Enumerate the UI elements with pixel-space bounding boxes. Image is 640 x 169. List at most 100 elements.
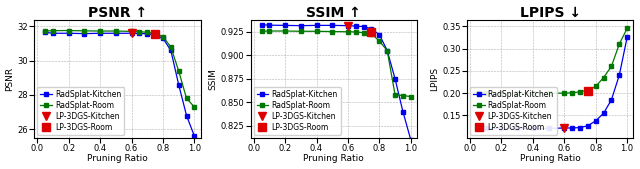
Title: SSIM ↑: SSIM ↑ xyxy=(307,6,361,20)
RadSplat-Room xyxy=(529,92,537,94)
RadSplat-Kitchen xyxy=(482,127,490,129)
RadSplat-Room xyxy=(136,31,143,33)
RadSplat-Kitchen xyxy=(128,32,136,34)
RadSplat-Room xyxy=(391,94,399,96)
RadSplat-Kitchen xyxy=(616,74,623,76)
RadSplat-Kitchen xyxy=(136,32,143,34)
RadSplat-Room xyxy=(258,30,266,32)
RadSplat-Kitchen xyxy=(529,127,537,129)
RadSplat-Kitchen xyxy=(513,127,521,129)
RadSplat-Kitchen xyxy=(576,127,584,129)
Y-axis label: LPIPS: LPIPS xyxy=(431,67,440,91)
Line: RadSplat-Room: RadSplat-Room xyxy=(260,29,413,99)
RadSplat-Kitchen xyxy=(159,37,167,39)
RadSplat-Room xyxy=(474,92,482,94)
RadSplat-Room xyxy=(344,31,352,33)
RadSplat-Room xyxy=(545,92,552,94)
RadSplat-Kitchen xyxy=(367,28,375,30)
RadSplat-Kitchen xyxy=(584,125,592,127)
RadSplat-Kitchen xyxy=(97,32,104,34)
X-axis label: Pruning Ratio: Pruning Ratio xyxy=(520,154,580,163)
RadSplat-Room xyxy=(191,106,198,108)
RadSplat-Kitchen xyxy=(545,127,552,129)
RadSplat-Kitchen xyxy=(607,99,615,101)
RadSplat-Kitchen xyxy=(344,25,352,27)
RadSplat-Kitchen xyxy=(313,24,321,26)
RadSplat-Room xyxy=(42,30,49,32)
X-axis label: Pruning Ratio: Pruning Ratio xyxy=(303,154,364,163)
Legend: RadSplat-Kitchen, RadSplat-Room, LP-3DGS-Kitchen, LP-3DGS-Room: RadSplat-Kitchen, RadSplat-Room, LP-3DGS… xyxy=(37,87,124,135)
RadSplat-Room xyxy=(616,43,623,45)
RadSplat-Room xyxy=(367,33,375,35)
RadSplat-Kitchen xyxy=(182,115,190,117)
RadSplat-Kitchen xyxy=(383,50,391,52)
RadSplat-Kitchen xyxy=(297,25,305,27)
RadSplat-Room xyxy=(266,30,273,32)
RadSplat-Room xyxy=(281,30,289,32)
Line: RadSplat-Kitchen: RadSplat-Kitchen xyxy=(476,35,629,130)
RadSplat-Kitchen xyxy=(258,24,266,26)
RadSplat-Room xyxy=(112,30,120,32)
Title: LPIPS ↓: LPIPS ↓ xyxy=(520,6,580,20)
RadSplat-Kitchen xyxy=(623,36,631,38)
Line: RadSplat-Room: RadSplat-Room xyxy=(44,29,196,109)
X-axis label: Pruning Ratio: Pruning Ratio xyxy=(87,154,148,163)
RadSplat-Kitchen xyxy=(175,84,182,86)
RadSplat-Kitchen xyxy=(112,32,120,34)
RadSplat-Kitchen xyxy=(568,127,576,129)
Legend: RadSplat-Kitchen, RadSplat-Room, LP-3DGS-Kitchen, LP-3DGS-Room: RadSplat-Kitchen, RadSplat-Room, LP-3DGS… xyxy=(253,87,340,135)
Legend: RadSplat-Kitchen, RadSplat-Room, LP-3DGS-Kitchen, LP-3DGS-Room: RadSplat-Kitchen, RadSplat-Room, LP-3DGS… xyxy=(470,87,557,135)
Title: PSNR ↑: PSNR ↑ xyxy=(88,6,147,20)
RadSplat-Kitchen xyxy=(151,34,159,36)
RadSplat-Kitchen xyxy=(167,49,175,51)
RadSplat-Kitchen xyxy=(474,127,482,129)
RadSplat-Room xyxy=(376,40,383,42)
RadSplat-Room xyxy=(592,86,600,88)
RadSplat-Kitchen xyxy=(561,127,568,129)
RadSplat-Room xyxy=(513,92,521,94)
Line: RadSplat-Kitchen: RadSplat-Kitchen xyxy=(260,23,413,142)
Y-axis label: PSNR: PSNR xyxy=(6,67,15,91)
Y-axis label: SSIM: SSIM xyxy=(209,68,218,90)
RadSplat-Kitchen xyxy=(376,34,383,36)
RadSplat-Room xyxy=(65,30,72,32)
RadSplat-Kitchen xyxy=(592,120,600,122)
RadSplat-Room xyxy=(482,92,490,94)
RadSplat-Room xyxy=(328,31,336,33)
RadSplat-Room xyxy=(383,50,391,52)
RadSplat-Room xyxy=(143,31,151,33)
RadSplat-Room xyxy=(97,30,104,32)
RadSplat-Kitchen xyxy=(266,24,273,26)
RadSplat-Room xyxy=(498,92,506,94)
RadSplat-Room xyxy=(352,31,360,33)
Line: RadSplat-Kitchen: RadSplat-Kitchen xyxy=(44,30,196,138)
RadSplat-Kitchen xyxy=(391,78,399,80)
RadSplat-Kitchen xyxy=(49,32,57,34)
RadSplat-Room xyxy=(128,30,136,32)
RadSplat-Kitchen xyxy=(407,139,415,141)
RadSplat-Room xyxy=(576,91,584,93)
RadSplat-Kitchen xyxy=(281,24,289,26)
RadSplat-Kitchen xyxy=(399,111,407,113)
RadSplat-Room xyxy=(182,97,190,99)
RadSplat-Kitchen xyxy=(328,24,336,26)
Line: RadSplat-Room: RadSplat-Room xyxy=(476,27,629,95)
RadSplat-Kitchen xyxy=(360,26,367,28)
RadSplat-Kitchen xyxy=(42,31,49,33)
RadSplat-Room xyxy=(607,65,615,67)
RadSplat-Room xyxy=(151,32,159,34)
RadSplat-Room xyxy=(175,70,182,72)
RadSplat-Room xyxy=(623,28,631,30)
RadSplat-Kitchen xyxy=(191,135,198,137)
RadSplat-Room xyxy=(407,95,415,98)
RadSplat-Room xyxy=(167,46,175,48)
RadSplat-Room xyxy=(313,30,321,32)
RadSplat-Kitchen xyxy=(65,32,72,34)
RadSplat-Room xyxy=(49,30,57,32)
RadSplat-Room xyxy=(600,77,607,79)
RadSplat-Room xyxy=(81,30,88,32)
RadSplat-Room xyxy=(159,36,167,38)
RadSplat-Room xyxy=(360,32,367,34)
RadSplat-Room xyxy=(399,95,407,97)
RadSplat-Kitchen xyxy=(600,112,607,114)
